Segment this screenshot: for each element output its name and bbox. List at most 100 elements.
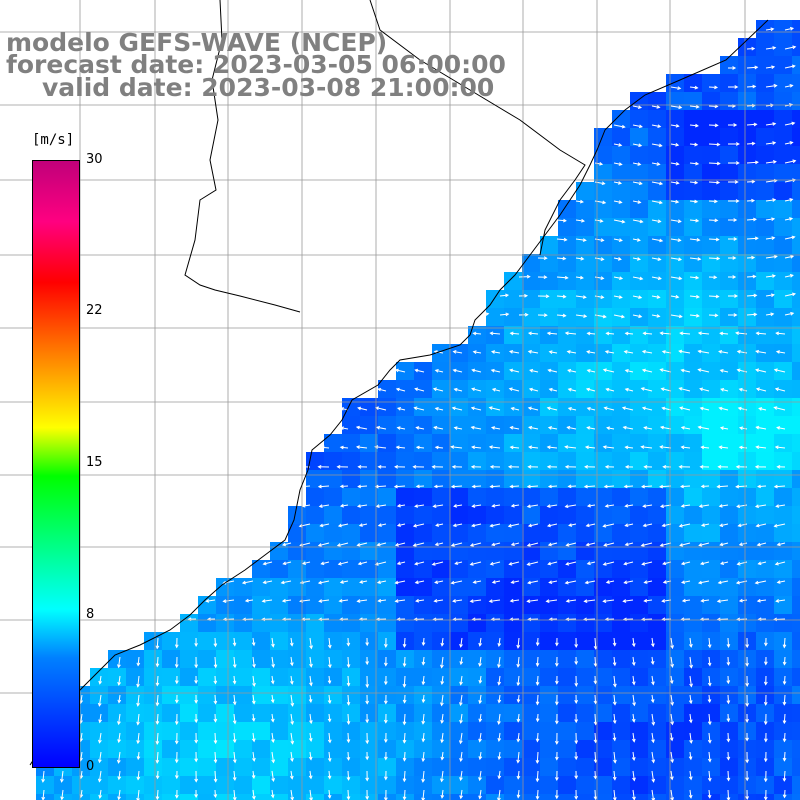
ocean-cell: [720, 434, 738, 452]
ocean-cell: [324, 542, 342, 560]
wind-arrow: [375, 407, 387, 411]
wind-arrow-head: [586, 503, 591, 508]
wind-arrow: [777, 542, 786, 546]
wind-arrow-head: [327, 700, 332, 705]
wind-arrow: [80, 789, 83, 798]
ocean-cell: [270, 578, 288, 596]
ocean-cell: [342, 506, 360, 524]
ocean-cell: [342, 560, 360, 578]
wind-arrow-head: [688, 794, 693, 799]
ocean-cell: [288, 542, 306, 560]
wind-arrow: [776, 351, 786, 354]
ocean-cell: [252, 794, 270, 800]
wind-arrow: [98, 694, 102, 706]
wind-arrow-head: [194, 680, 198, 685]
ocean-cell: [414, 776, 432, 794]
ocean-cell: [468, 542, 486, 560]
wind-arrow: [670, 675, 673, 684]
wind-arrow: [471, 388, 482, 392]
wind-arrow: [547, 446, 558, 449]
ocean-cell: [684, 632, 702, 650]
wind-arrow: [708, 314, 718, 316]
wind-arrow: [670, 314, 682, 318]
ocean-cell: [756, 38, 774, 56]
wind-arrow-head: [459, 777, 463, 782]
wind-arrow: [527, 542, 539, 547]
wind-arrow-head: [698, 543, 703, 547]
wind-arrow: [746, 257, 755, 259]
wind-arrow-head: [376, 580, 381, 584]
wind-arrow-head: [642, 504, 647, 508]
wind-arrow-head: [586, 407, 591, 411]
wind-arrow: [517, 770, 520, 779]
ocean-cell: [702, 74, 720, 92]
ocean-cell: [720, 506, 738, 524]
wind-arrow: [357, 542, 368, 546]
ocean-cell: [270, 650, 288, 668]
ocean-cell: [684, 704, 702, 722]
ocean-cell: [450, 794, 468, 800]
ocean-cell: [612, 776, 630, 794]
ocean-cell: [720, 74, 738, 92]
wind-arrow-head: [593, 700, 598, 705]
wind-arrow-head: [535, 642, 540, 647]
wind-arrow-head: [714, 313, 719, 318]
wind-arrow: [547, 407, 558, 411]
ocean-cell: [396, 380, 414, 398]
wind-arrow: [281, 580, 292, 584]
ocean-cell: [756, 56, 774, 74]
wind-arrow-head: [346, 664, 351, 669]
wind-arrow: [776, 504, 786, 507]
ocean-cell: [738, 524, 756, 542]
ocean-cell: [378, 794, 396, 800]
ocean-cell: [702, 452, 720, 470]
ocean-cell: [126, 668, 144, 686]
ocean-cell: [666, 560, 684, 578]
wind-arrow: [746, 161, 758, 164]
wind-arrow: [252, 789, 255, 799]
ocean-cell: [342, 488, 360, 506]
wind-arrow-head: [308, 699, 313, 704]
wind-arrow-head: [507, 523, 512, 528]
wind-arrow-head: [98, 794, 103, 799]
ocean-cell: [756, 506, 774, 524]
wind-arrow: [670, 732, 673, 741]
ocean-cell: [432, 614, 450, 632]
ocean-cell: [720, 218, 738, 236]
ocean-cell: [702, 758, 720, 776]
wind-arrow: [271, 675, 274, 684]
ocean-cell: [792, 74, 800, 92]
ocean-cell: [414, 560, 432, 578]
wind-arrow-head: [452, 350, 457, 354]
wind-arrow: [451, 580, 463, 584]
ocean-cell: [738, 110, 756, 128]
wind-arrow-head: [659, 425, 665, 430]
ocean-cell: [432, 362, 450, 380]
wind-arrow: [594, 656, 597, 667]
wind-arrow: [397, 561, 406, 565]
ocean-cell: [774, 740, 792, 758]
wind-arrow: [643, 504, 653, 507]
ocean-cell: [486, 740, 504, 758]
wind-arrow: [441, 656, 444, 668]
wind-arrow-head: [643, 580, 648, 584]
wind-arrow: [624, 561, 634, 565]
wind-arrow-head: [574, 661, 579, 666]
wind-arrow-head: [745, 796, 749, 800]
ocean-cell: [684, 272, 702, 290]
wind-arrow-head: [716, 180, 721, 185]
wind-arrow-head: [309, 663, 313, 668]
wind-arrow-head: [340, 407, 345, 411]
wind-arrow: [644, 427, 653, 430]
wind-arrow-head: [155, 663, 160, 668]
ocean-cell: [306, 776, 324, 794]
wind-arrow: [651, 143, 662, 147]
wind-arrow-head: [637, 162, 642, 166]
ocean-cell: [630, 668, 648, 686]
wind-arrow-head: [695, 294, 700, 299]
wind-arrow: [603, 523, 615, 527]
ocean-cell: [576, 290, 594, 308]
wind-arrow-head: [657, 124, 662, 128]
wind-arrow: [717, 599, 729, 602]
ocean-cell: [738, 92, 756, 110]
